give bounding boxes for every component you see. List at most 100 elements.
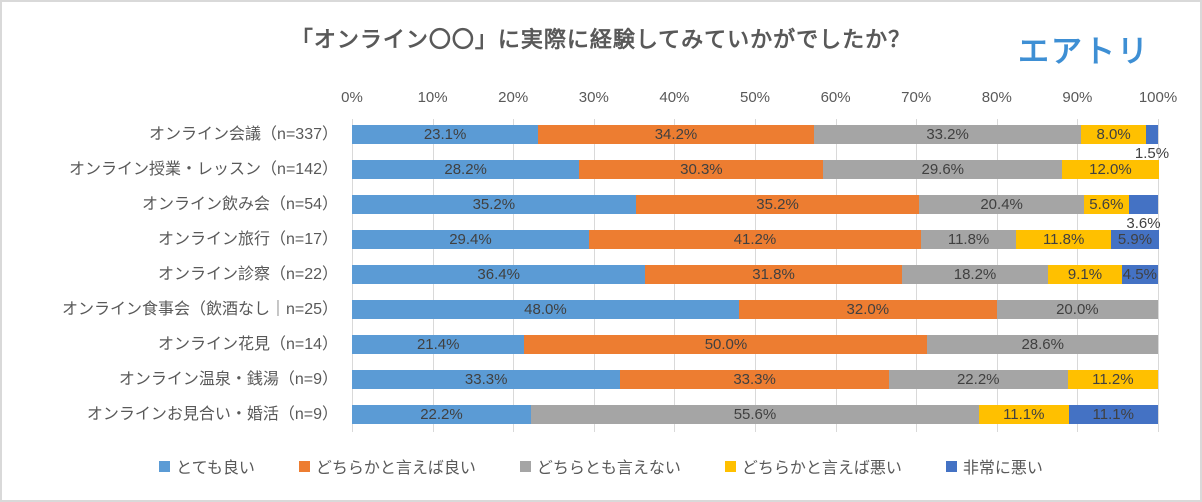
bar-segment: 35.2% [352,195,636,214]
category-label: オンライン飲み会（n=54） [141,196,338,213]
bar-value-label: 33.3% [464,371,508,388]
category-label: オンライン旅行（n=17） [157,231,338,248]
legend-label: 非常に悪い [962,460,1043,477]
category-label: オンラインお見合い・婚活（n=9） [86,406,338,423]
bar-row: 23.1% 34.2% 33.2% 8.0% [352,125,1158,144]
x-axis-tick-label: 10% [417,89,448,106]
bar-value-label: 34.2% [654,126,698,143]
bar-row: 36.4% 31.8% 18.2% 9.1% 4.5% [352,265,1158,284]
bar-value-label: 5.9% [1117,231,1153,248]
x-axis-tick-label: 0% [341,89,363,106]
bar-value-label: 9.1% [1067,266,1103,283]
legend-swatch-icon [519,460,531,472]
bar-row: 35.2% 35.2% 20.4% 5.6% [352,195,1158,214]
x-axis-tick-label: 60% [820,89,851,106]
category-label: オンライン花見（n=14） [157,336,338,353]
legend-swatch-icon [159,460,171,472]
bar-segment: 29.6% [823,160,1063,179]
bar-row: 29.4% 41.2% 11.8% 11.8% 5.9% [352,230,1159,249]
x-axis-tick-label: 70% [901,89,932,106]
bar-segment: 23.1% [352,125,539,144]
bar-value-label: 11.8% [947,231,990,248]
bar-value-label: 20.4% [980,196,1023,213]
legend-label: とても良い [176,460,255,477]
bar-segment: 11.2% [1067,370,1158,389]
bar-value-label: 8.0% [1096,126,1131,143]
bar-value-label: 22.2% [420,406,463,423]
bar-segment: 9.1% [1048,265,1122,284]
bar-row: 28.2% 30.3% 29.6% 12.0% [352,160,1159,179]
bar-segment: 33.2% [813,125,1082,144]
bar-value-callout: 3.6% [1126,215,1161,232]
bar-segment: 22.2% [352,405,531,424]
bar-segment: 5.9% [1111,230,1159,249]
bar-segment: 11.8% [921,230,1017,249]
bar-segment: 31.8% [645,265,902,284]
bar-value-label: 4.5% [1122,266,1157,283]
bar-value-label: 22.2% [956,371,1000,388]
airtrip-logo: エアトリ [1018,34,1150,69]
bar-segment: 55.6% [530,405,980,424]
bar-segment: 35.2% [635,195,920,214]
bar-value-label: 18.2% [953,266,997,283]
legend-item: 非常に悪い [945,454,1043,478]
category-label: オンライン会議（n=337） [149,126,338,143]
bar-value-label: 35.2% [756,196,799,213]
bar-value-label: 30.3% [680,161,723,178]
bar-value-label: 29.4% [449,231,492,248]
bar-segment: 11.8% [1016,230,1112,249]
bar-value-label: 23.1% [423,126,467,143]
bar-segment [1128,195,1158,214]
category-label: オンライン食事会（飲酒なし｜n=25） [61,301,338,318]
bar-value-label: 48.0% [524,301,567,318]
bar-value-label: 36.4% [477,266,520,283]
x-axis-tick-label: 80% [981,89,1012,106]
legend-label: どちらかと言えば良い [315,460,476,477]
bar-segment: 29.4% [352,230,589,249]
bar-segment: 4.5% [1121,265,1158,284]
bar-value-callout: 1.5% [1134,145,1170,162]
legend-item: とても良い [159,454,255,478]
bar-value-label: 33.3% [733,371,776,388]
plot-area: 0% 10% 20% 30% 40% 50% 60% 70% 80% 90% 100% 1.5% 23.… [341,89,1177,432]
legend-item: どちらかと言えば悪い [724,454,902,478]
bar-segment: 28.6% [927,335,1158,354]
x-axis-tick-label: 40% [659,89,690,106]
x-axis-tick-label: 100% [1138,89,1178,106]
legend-swatch-icon [724,460,736,472]
bar-segment: 18.2% [901,265,1049,284]
bar-value-label: 11.1% [1003,406,1045,423]
bar-value-label: 12.0% [1089,161,1132,178]
bar-segment: 41.2% [588,230,922,249]
bar-segment: 8.0% [1081,125,1146,144]
category-label: オンライン温泉・銭湯（n=9） [118,371,338,388]
gridline [1158,119,1159,432]
bar-row: 33.3% 33.3% 22.2% 11.2% [352,370,1158,389]
bar-segment [1145,125,1158,144]
bar-segment: 5.6% [1083,195,1129,214]
bar-segment: 30.3% [579,160,824,179]
category-label: オンライン診察（n=22） [157,266,338,283]
bar-value-label: 29.6% [921,161,965,178]
bar-segment: 11.1% [1068,405,1158,424]
bar-value-label: 28.6% [1021,336,1064,353]
bar-value-label: 11.1% [1092,406,1134,423]
legend: とても良い どちらかと言えば良い どちらとも言えない どちらかと言えば悪い 非常に悪い [2,454,1200,478]
bar-row: 21.4% 50.0% 28.6% [352,335,1158,354]
bar-segment: 22.2% [888,370,1068,389]
x-axis-tick-label: 30% [578,89,609,106]
bar-value-label: 55.6% [733,406,777,423]
bar-segment: 50.0% [524,335,928,354]
bar-value-label: 31.8% [752,266,795,283]
bar-value-label: 11.2% [1092,371,1134,388]
bar-segment: 33.3% [620,370,889,389]
bar-segment: 20.0% [996,300,1158,319]
bar-value-label: 41.2% [733,231,777,248]
legend-label: どちらとも言えない [536,460,681,477]
bar-row: 48.0% 32.0% 20.0% [352,300,1158,319]
bar-value-label: 32.0% [846,301,890,318]
bar-segment: 34.2% [538,125,814,144]
x-axis-tick-label: 50% [739,89,771,106]
category-label: オンライン授業・レッスン（n=142） [69,161,338,178]
